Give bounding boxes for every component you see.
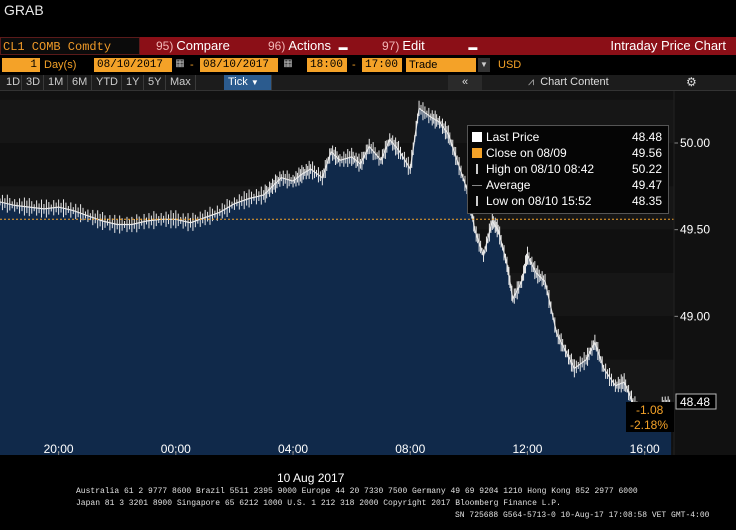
chart-content-button[interactable]: ⩘ Chart Content: [528, 75, 609, 90]
compare-number: 95): [156, 39, 174, 53]
actions-button[interactable]: 96) Actions ▬: [268, 37, 348, 55]
legend-item-high[interactable]: High on 08/10 08:42 50.22: [468, 161, 668, 177]
range-button-1d[interactable]: 1D: [2, 75, 22, 90]
actions-label: Actions: [288, 38, 331, 53]
legend-swatch: [472, 132, 482, 142]
high-marker-icon: [476, 164, 478, 174]
x-tick-label: 16:00: [630, 442, 660, 455]
compare-label: Compare: [176, 38, 230, 53]
edit-button[interactable]: 97) Edit ▬: [382, 37, 477, 55]
x-tick-label: 04:00: [278, 442, 308, 455]
price-ticks: [0, 100, 671, 428]
legend-item-average[interactable]: Average 49.47: [468, 177, 668, 193]
footer: Australia 61 2 9777 8600 Brazil 5511 239…: [0, 486, 736, 530]
change-tag: -1.08: [636, 403, 664, 417]
chart-icon: ⩘: [528, 76, 535, 88]
chevron-down-icon[interactable]: ▼: [478, 58, 490, 72]
price-area: [0, 108, 672, 455]
tick-dropdown[interactable]: Tick ▼: [224, 75, 272, 90]
x-axis-labels: 20:00 00:00 04:00 08:00 12:00 16:00: [44, 442, 660, 455]
window-title: GRAB: [4, 2, 44, 18]
edit-label: Edit: [402, 38, 425, 53]
legend-item-last-price[interactable]: Last Price 48.48: [468, 129, 668, 145]
range-button-6m[interactable]: 6M: [68, 75, 92, 90]
command-bar: [0, 37, 736, 55]
average-marker-icon: [472, 185, 482, 186]
range-row: [0, 75, 736, 91]
chart-legend[interactable]: Last Price 48.48 Close on 08/09 49.56 Hi…: [467, 125, 669, 214]
y-tick-label: 49.50: [680, 223, 710, 237]
range-button-1m[interactable]: 1M: [44, 75, 68, 90]
last-price-tag-bg: [675, 393, 717, 410]
legend-label: Close on 08/09: [486, 146, 567, 160]
period-count-field[interactable]: 1: [2, 58, 40, 72]
change-pct-tag: -2.18%: [630, 418, 668, 432]
legend-label: Low on 08/10 15:52: [486, 194, 592, 208]
compare-button[interactable]: 95) Compare: [156, 37, 230, 55]
calendar-icon[interactable]: ▦: [283, 58, 293, 69]
range-button-5y[interactable]: 5Y: [144, 75, 166, 90]
legend-label: Last Price: [486, 130, 540, 144]
currency-label[interactable]: USD: [498, 59, 522, 71]
range-button-ytd[interactable]: YTD: [92, 75, 122, 90]
legend-item-low[interactable]: Low on 08/10 15:52 48.35: [468, 193, 668, 209]
chart-content-label: Chart Content: [540, 76, 609, 88]
x-tick-label: 12:00: [512, 442, 542, 455]
range-button-1y[interactable]: 1Y: [122, 75, 144, 90]
collapse-button[interactable]: «: [448, 75, 482, 90]
ticker-field[interactable]: CL1 COMB Comdty: [0, 37, 140, 55]
legend-value: 49.56: [631, 146, 662, 160]
field-select[interactable]: Trade: [406, 58, 476, 72]
chevron-down-icon: ▬: [338, 42, 348, 52]
legend-label: High on 08/10 08:42: [486, 162, 595, 176]
end-time-field[interactable]: 17:00: [362, 58, 402, 72]
y-tick-label: 49.00: [680, 309, 710, 323]
actions-number: 96): [268, 39, 286, 53]
low-marker-icon: [476, 196, 478, 206]
legend-label: Average: [486, 178, 531, 192]
change-tag-bg: [626, 402, 674, 432]
y-axis-labels: 50.00 49.50 49.00: [674, 136, 710, 323]
start-date-field[interactable]: 08/10/2017: [94, 58, 172, 72]
end-date-field[interactable]: 08/10/2017: [200, 58, 278, 72]
range-button-3d[interactable]: 3D: [22, 75, 44, 90]
y-tick-label: 50.00: [680, 136, 710, 150]
gear-icon[interactable]: ⚙: [686, 75, 697, 89]
tick-label: Tick: [228, 76, 248, 88]
screen-title: Intraday Price Chart: [610, 38, 726, 53]
legend-item-close[interactable]: Close on 08/09 49.56: [468, 145, 668, 161]
legend-value: 50.22: [631, 162, 662, 176]
legend-value: 49.47: [631, 178, 662, 192]
axis-date-label: 10 Aug 2017: [277, 471, 345, 485]
footer-line-2: Japan 81 3 3201 8900 Singapore 65 6212 1…: [76, 499, 561, 508]
edit-number: 97): [382, 39, 400, 53]
x-tick-label: 00:00: [161, 442, 191, 455]
legend-value: 48.35: [631, 194, 662, 208]
start-time-field[interactable]: 18:00: [307, 58, 347, 72]
x-tick-label: 08:00: [395, 442, 425, 455]
chevron-down-icon: ▬: [468, 42, 478, 52]
footer-line-1: Australia 61 2 9777 8600 Brazil 5511 239…: [76, 487, 638, 496]
footer-line-3: SN 725688 G564-5713-0 10-Aug-17 17:08:58…: [455, 511, 710, 520]
legend-value: 48.48: [631, 130, 662, 144]
calendar-icon[interactable]: ▦: [175, 58, 185, 69]
last-price-tag: 48.48: [680, 395, 710, 409]
period-unit-label[interactable]: Day(s): [44, 59, 77, 71]
range-button-max[interactable]: Max: [166, 75, 196, 90]
x-tick-label: 20:00: [44, 442, 74, 455]
chevron-down-icon: ▼: [250, 78, 259, 87]
legend-swatch: [472, 148, 482, 158]
